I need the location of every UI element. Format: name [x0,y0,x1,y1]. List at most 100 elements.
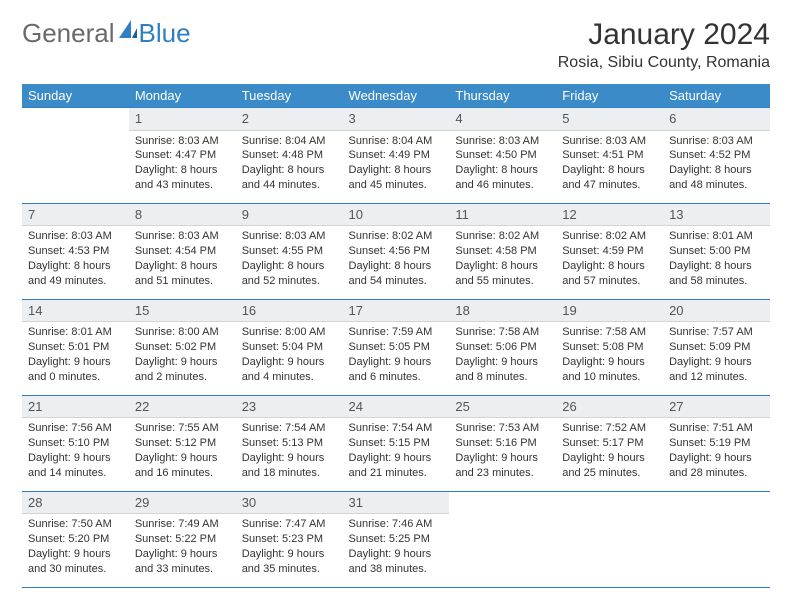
day-info-line: Sunset: 5:01 PM [28,340,123,355]
weekday-header: Wednesday [343,84,450,108]
calendar-day-cell: 20Sunrise: 7:57 AMSunset: 5:09 PMDayligh… [663,299,770,395]
calendar-day-cell: 1Sunrise: 8:03 AMSunset: 4:47 PMDaylight… [129,108,236,204]
day-number: 27 [663,396,770,419]
day-body: Sunrise: 8:00 AMSunset: 5:02 PMDaylight:… [129,322,236,394]
day-info-line: Sunrise: 8:03 AM [135,134,230,149]
day-info-line: Sunset: 5:23 PM [242,532,337,547]
day-info-line: Sunset: 5:10 PM [28,436,123,451]
calendar-day-cell [22,108,129,204]
day-info-line: Sunset: 4:53 PM [28,244,123,259]
day-info-line: Sunrise: 8:04 AM [242,134,337,149]
weekday-header: Monday [129,84,236,108]
day-info-line: Daylight: 9 hours [455,451,550,466]
day-number: 4 [449,108,556,131]
day-info-line: Sunrise: 8:03 AM [669,134,764,149]
day-info-line: and 18 minutes. [242,466,337,481]
day-info-line: and 57 minutes. [562,274,657,289]
calendar-day-cell: 22Sunrise: 7:55 AMSunset: 5:12 PMDayligh… [129,395,236,491]
day-info-line: Daylight: 9 hours [455,355,550,370]
day-info-line: Sunset: 4:58 PM [455,244,550,259]
logo-text-general: General [22,18,115,49]
day-number: 17 [343,300,450,323]
calendar-day-cell: 12Sunrise: 8:02 AMSunset: 4:59 PMDayligh… [556,203,663,299]
day-info-line: Sunrise: 7:50 AM [28,517,123,532]
day-info-line: and 21 minutes. [349,466,444,481]
day-info-line: Sunrise: 7:57 AM [669,325,764,340]
day-info-line: Daylight: 9 hours [242,355,337,370]
day-body: Sunrise: 8:03 AMSunset: 4:52 PMDaylight:… [663,131,770,203]
logo: General Blue [22,18,191,49]
day-body: Sunrise: 7:54 AMSunset: 5:13 PMDaylight:… [236,418,343,490]
calendar-day-cell: 24Sunrise: 7:54 AMSunset: 5:15 PMDayligh… [343,395,450,491]
day-body: Sunrise: 8:02 AMSunset: 4:59 PMDaylight:… [556,226,663,298]
calendar-body: 1Sunrise: 8:03 AMSunset: 4:47 PMDaylight… [22,108,770,588]
day-info-line: Daylight: 9 hours [562,451,657,466]
calendar-day-cell: 29Sunrise: 7:49 AMSunset: 5:22 PMDayligh… [129,491,236,587]
day-info-line: Sunset: 5:16 PM [455,436,550,451]
day-info-line: Sunset: 5:05 PM [349,340,444,355]
calendar-day-cell: 6Sunrise: 8:03 AMSunset: 4:52 PMDaylight… [663,108,770,204]
day-info-line: and 49 minutes. [28,274,123,289]
weekday-header: Tuesday [236,84,343,108]
day-info-line: Sunrise: 8:01 AM [669,229,764,244]
day-info-line: and 51 minutes. [135,274,230,289]
day-number: 2 [236,108,343,131]
day-info-line: Daylight: 8 hours [669,163,764,178]
day-info-line: and 12 minutes. [669,370,764,385]
calendar-day-cell: 21Sunrise: 7:56 AMSunset: 5:10 PMDayligh… [22,395,129,491]
day-info-line: Daylight: 9 hours [242,451,337,466]
logo-text-blue: Blue [139,18,191,49]
day-info-line: Sunset: 5:04 PM [242,340,337,355]
day-body: Sunrise: 7:55 AMSunset: 5:12 PMDaylight:… [129,418,236,490]
day-body: Sunrise: 7:56 AMSunset: 5:10 PMDaylight:… [22,418,129,490]
day-info-line: and 0 minutes. [28,370,123,385]
calendar-table: Sunday Monday Tuesday Wednesday Thursday… [22,84,770,588]
calendar-day-cell: 15Sunrise: 8:00 AMSunset: 5:02 PMDayligh… [129,299,236,395]
day-info-line: Daylight: 9 hours [135,355,230,370]
day-body [663,496,770,564]
day-info-line: Sunset: 5:08 PM [562,340,657,355]
day-info-line: Sunrise: 8:03 AM [28,229,123,244]
day-info-line: Daylight: 8 hours [349,163,444,178]
day-body: Sunrise: 8:03 AMSunset: 4:55 PMDaylight:… [236,226,343,298]
day-info-line: Daylight: 8 hours [242,259,337,274]
day-info-line: and 8 minutes. [455,370,550,385]
day-number: 16 [236,300,343,323]
calendar-week-row: 7Sunrise: 8:03 AMSunset: 4:53 PMDaylight… [22,203,770,299]
day-number: 6 [663,108,770,131]
day-number: 22 [129,396,236,419]
day-info-line: Daylight: 9 hours [669,451,764,466]
day-info-line: Sunrise: 7:58 AM [562,325,657,340]
day-body: Sunrise: 8:00 AMSunset: 5:04 PMDaylight:… [236,322,343,394]
day-info-line: Sunset: 5:20 PM [28,532,123,547]
page-title: January 2024 [558,18,770,52]
day-body: Sunrise: 8:01 AMSunset: 5:01 PMDaylight:… [22,322,129,394]
calendar-day-cell [449,491,556,587]
day-info-line: Daylight: 9 hours [28,355,123,370]
day-info-line: and 54 minutes. [349,274,444,289]
day-info-line: and 16 minutes. [135,466,230,481]
day-info-line: Sunset: 4:56 PM [349,244,444,259]
day-info-line: Sunset: 5:06 PM [455,340,550,355]
day-number: 5 [556,108,663,131]
calendar-day-cell: 25Sunrise: 7:53 AMSunset: 5:16 PMDayligh… [449,395,556,491]
day-info-line: and 38 minutes. [349,562,444,577]
day-number: 31 [343,492,450,515]
day-body: Sunrise: 8:04 AMSunset: 4:49 PMDaylight:… [343,131,450,203]
day-number: 14 [22,300,129,323]
day-body: Sunrise: 7:46 AMSunset: 5:25 PMDaylight:… [343,514,450,586]
calendar-day-cell: 26Sunrise: 7:52 AMSunset: 5:17 PMDayligh… [556,395,663,491]
calendar-day-cell: 23Sunrise: 7:54 AMSunset: 5:13 PMDayligh… [236,395,343,491]
day-number: 3 [343,108,450,131]
day-info-line: and 14 minutes. [28,466,123,481]
day-number: 18 [449,300,556,323]
day-info-line: Daylight: 9 hours [28,451,123,466]
day-body: Sunrise: 7:49 AMSunset: 5:22 PMDaylight:… [129,514,236,586]
day-info-line: and 48 minutes. [669,178,764,193]
calendar-day-cell: 14Sunrise: 8:01 AMSunset: 5:01 PMDayligh… [22,299,129,395]
day-number: 13 [663,204,770,227]
day-body: Sunrise: 7:54 AMSunset: 5:15 PMDaylight:… [343,418,450,490]
day-info-line: Sunset: 5:09 PM [669,340,764,355]
day-info-line: Sunrise: 7:59 AM [349,325,444,340]
day-info-line: and 52 minutes. [242,274,337,289]
